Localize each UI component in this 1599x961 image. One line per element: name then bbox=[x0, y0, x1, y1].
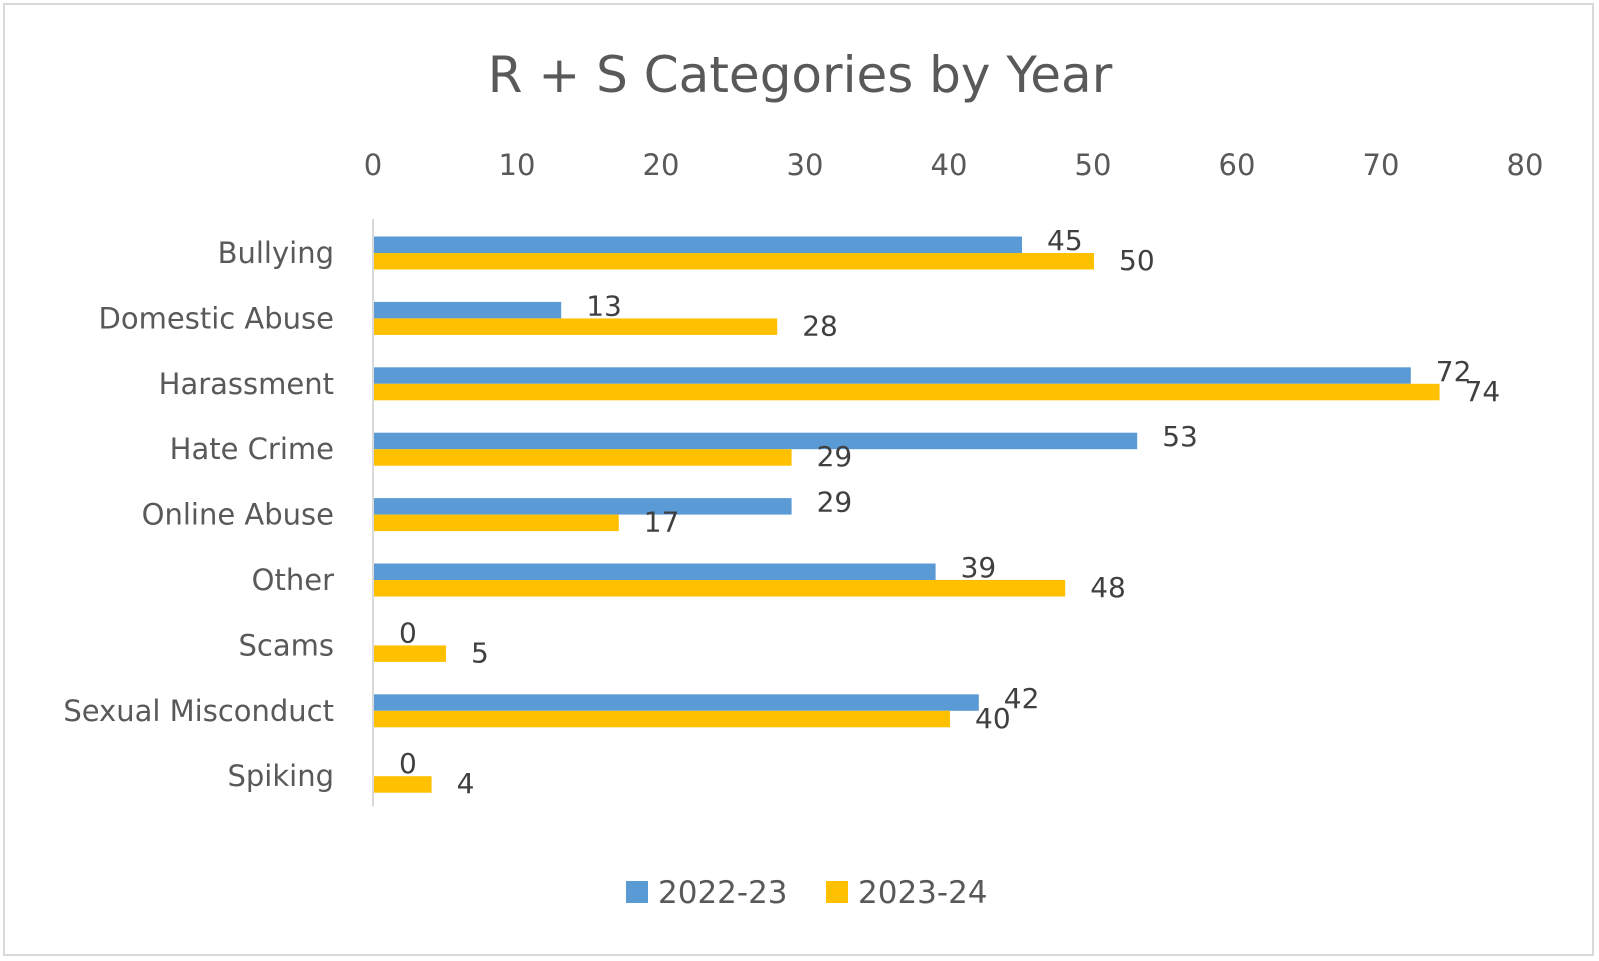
data-label: 39 bbox=[961, 551, 997, 584]
x-tick-label: 0 bbox=[364, 148, 382, 182]
data-label: 17 bbox=[644, 506, 680, 539]
bar-2022-23-domestic-abuse bbox=[374, 301, 562, 319]
legend-label-2023-24: 2023-24 bbox=[858, 875, 988, 911]
bar-2022-23-online-abuse bbox=[374, 498, 792, 515]
x-tick-label: 30 bbox=[787, 148, 824, 182]
category-label: Bullying bbox=[218, 236, 334, 270]
data-label: 42 bbox=[1004, 682, 1040, 715]
category-label: Other bbox=[252, 563, 334, 597]
data-label: 5 bbox=[471, 636, 489, 669]
bar-2022-23-hate-crime bbox=[374, 432, 1138, 450]
category-label: Scams bbox=[239, 628, 334, 662]
value-labels: 45 13 72 53 29 39 0 42 0 50 28 74 29 17 48 5 40 4 bbox=[399, 224, 1500, 800]
chart-title: R + S Categories by Year bbox=[488, 46, 1113, 104]
x-tick-label: 50 bbox=[1075, 148, 1112, 182]
x-tick-label: 40 bbox=[931, 148, 968, 182]
category-label: Spiking bbox=[227, 759, 334, 793]
legend: 2022-23 2023-24 bbox=[626, 875, 988, 911]
data-label: 50 bbox=[1119, 244, 1155, 277]
bar-2022-23-harassment bbox=[374, 367, 1411, 384]
bar-2023-24-sexual-misconduct bbox=[374, 710, 950, 728]
x-tick-label: 70 bbox=[1363, 148, 1400, 182]
data-label: 45 bbox=[1047, 224, 1083, 257]
category-labels: Bullying Domestic Abuse Harassment Hate Cri… bbox=[63, 236, 334, 793]
x-tick-label: 60 bbox=[1219, 148, 1256, 182]
category-label: Domestic Abuse bbox=[99, 301, 334, 335]
bar-2023-24-online-abuse bbox=[374, 514, 619, 532]
data-label: 13 bbox=[586, 289, 622, 322]
data-label: 40 bbox=[975, 702, 1011, 735]
data-label: 72 bbox=[1436, 355, 1472, 388]
data-label: 29 bbox=[817, 440, 853, 473]
chart-frame bbox=[3, 3, 1594, 956]
data-label: 29 bbox=[817, 486, 853, 519]
x-axis-ticks: 0 10 20 30 40 50 60 70 80 bbox=[364, 148, 1544, 182]
bar-2023-24-domestic-abuse bbox=[374, 318, 778, 335]
data-label: 53 bbox=[1162, 420, 1198, 453]
category-label: Sexual Misconduct bbox=[63, 694, 334, 728]
category-label: Hate Crime bbox=[170, 432, 334, 466]
data-label: 0 bbox=[399, 616, 417, 649]
x-tick-label: 20 bbox=[643, 148, 680, 182]
data-label: 48 bbox=[1090, 571, 1126, 604]
bar-2023-24-bullying bbox=[374, 253, 1094, 270]
bar-2023-24-hate-crime bbox=[374, 449, 792, 466]
data-label: 0 bbox=[399, 747, 417, 780]
bar-2022-23-other bbox=[374, 563, 936, 580]
bar-2023-24-other bbox=[374, 580, 1066, 597]
category-label: Online Abuse bbox=[142, 498, 334, 532]
bar-2022-23-bullying bbox=[374, 236, 1022, 253]
data-label: 74 bbox=[1465, 375, 1501, 408]
data-label: 28 bbox=[802, 309, 838, 342]
bar-2023-24-harassment bbox=[374, 383, 1440, 401]
legend-label-2022-23: 2022-23 bbox=[658, 875, 788, 911]
bar-2022-23-sexual-misconduct bbox=[374, 694, 979, 711]
legend-swatch-2022-23 bbox=[626, 881, 648, 903]
bar-2023-24-scams bbox=[374, 645, 446, 662]
legend-swatch-2023-24 bbox=[826, 881, 848, 903]
category-label: Harassment bbox=[159, 367, 334, 401]
bars bbox=[374, 236, 1440, 793]
x-tick-label: 80 bbox=[1507, 148, 1544, 182]
bar-2023-24-spiking bbox=[374, 776, 432, 793]
x-tick-label: 10 bbox=[499, 148, 536, 182]
data-label: 4 bbox=[457, 767, 475, 800]
